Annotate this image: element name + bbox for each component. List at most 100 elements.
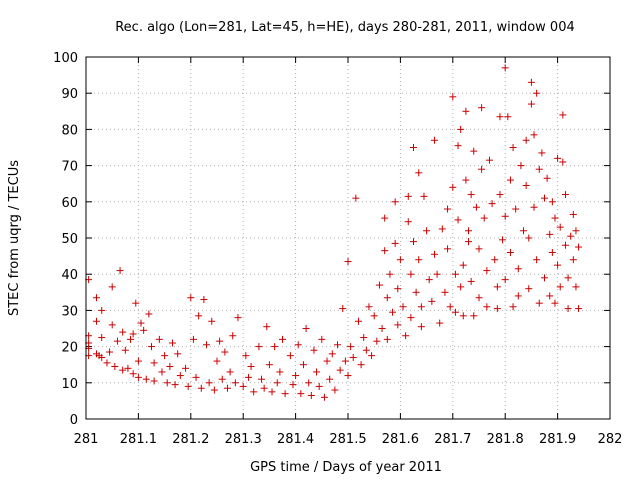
data-point (197, 384, 205, 392)
data-point (344, 372, 352, 380)
data-point (176, 372, 184, 380)
data-point (407, 314, 415, 322)
data-point (292, 372, 300, 380)
data-point (370, 312, 378, 320)
data-point (551, 214, 559, 222)
x-tick-label: 281.4 (277, 432, 314, 447)
data-point (244, 373, 252, 381)
x-tick-label: 281.2 (172, 432, 209, 447)
data-point (391, 239, 399, 247)
x-tick-label: 281.3 (225, 432, 262, 447)
data-point (381, 247, 389, 255)
data-point (457, 283, 465, 291)
data-point (572, 283, 580, 291)
data-point (226, 368, 234, 376)
data-point (103, 359, 111, 367)
data-point (310, 346, 318, 354)
data-point (344, 258, 352, 266)
data-point (161, 352, 169, 360)
data-point (449, 183, 457, 191)
data-point (462, 176, 470, 184)
data-point (250, 388, 258, 396)
data-point (412, 288, 420, 296)
data-point (200, 296, 208, 304)
data-point (302, 325, 310, 332)
data-point (347, 343, 355, 351)
data-point (258, 375, 266, 383)
data-point (189, 335, 197, 343)
data-point (268, 388, 276, 396)
data-point (438, 225, 446, 233)
data-point (496, 191, 504, 199)
data-point (561, 241, 569, 249)
data-point (281, 390, 289, 398)
x-tick-label: 281.1 (120, 432, 157, 447)
data-point (572, 227, 580, 235)
data-point (365, 303, 373, 311)
data-point (451, 270, 459, 278)
data-point (331, 386, 339, 394)
data-point (404, 192, 412, 200)
data-point (223, 384, 231, 392)
data-point (339, 305, 347, 313)
data-point (307, 391, 315, 399)
y-tick-label: 30 (61, 304, 78, 319)
data-point (137, 319, 145, 327)
data-point (242, 352, 250, 360)
data-point (467, 277, 475, 285)
data-point (525, 234, 533, 242)
data-point (501, 64, 509, 72)
data-point (124, 364, 132, 372)
data-point (430, 136, 438, 144)
data-point (150, 377, 158, 385)
data-point (575, 243, 583, 251)
data-point (231, 379, 239, 387)
data-point (556, 223, 564, 231)
data-point (449, 93, 457, 101)
data-point (381, 214, 389, 222)
data-point (462, 107, 470, 115)
data-point (415, 169, 423, 177)
data-point (271, 343, 279, 351)
x-tick-label: 281.6 (382, 432, 419, 447)
data-point (556, 283, 564, 291)
data-point (501, 212, 509, 220)
x-axis-label: GPS time / Days of year 2011 (250, 460, 442, 475)
data-point (538, 149, 546, 157)
data-point (142, 375, 150, 383)
data-point (145, 310, 153, 318)
data-point (520, 227, 528, 235)
data-point (478, 104, 486, 112)
axis-ticks (85, 56, 611, 420)
data-point (415, 256, 423, 264)
data-point (121, 346, 129, 354)
x-tick-label: 281.7 (434, 432, 471, 447)
data-point (195, 312, 203, 320)
data-point (229, 332, 237, 340)
y-tick-label: 90 (61, 87, 78, 102)
data-point (92, 317, 100, 325)
data-point (216, 337, 224, 345)
data-point (509, 144, 517, 151)
data-point (480, 214, 488, 222)
data-point (430, 250, 438, 258)
data-point (276, 368, 284, 376)
data-point (386, 270, 394, 278)
data-point (483, 267, 491, 275)
data-point (255, 343, 263, 351)
data-point (239, 382, 247, 390)
data-point (113, 337, 121, 345)
data-point (504, 113, 512, 121)
data-point (163, 379, 171, 387)
data-point (506, 176, 514, 184)
data-point (506, 248, 514, 256)
data-point (318, 335, 326, 343)
data-point (525, 285, 533, 293)
data-point (313, 368, 321, 376)
data-point (546, 230, 554, 238)
data-point (174, 350, 182, 358)
data-point (493, 283, 501, 291)
data-point (334, 341, 342, 349)
y-tick-label: 60 (61, 196, 78, 211)
